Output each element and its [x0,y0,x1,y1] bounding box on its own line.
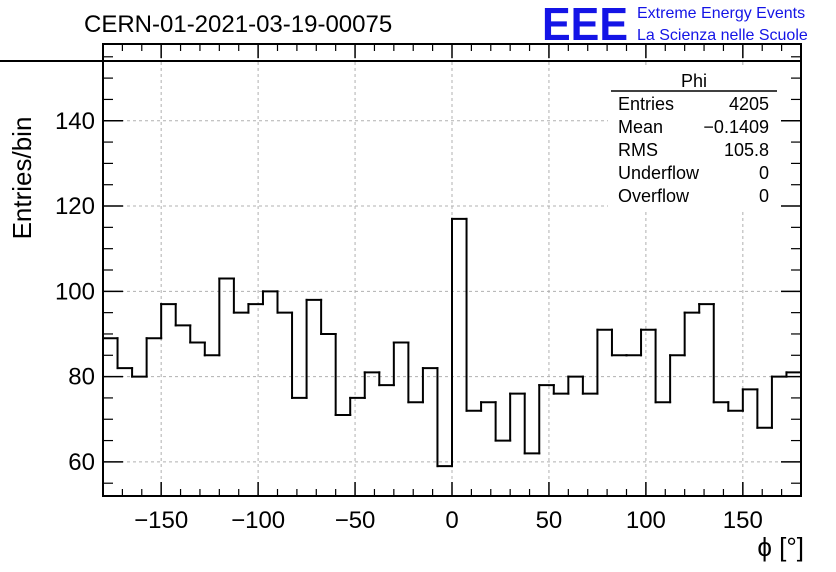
x-tick-label: −100 [231,507,285,534]
stats-underflow-label: Underflow [618,163,700,183]
logo-mark: EEE [542,0,628,50]
y-tick-label: 140 [55,108,95,135]
stats-overflow-value: 0 [759,186,769,206]
eee-logo: EEE Extreme Energy Events La Scienza nel… [542,0,808,50]
statistics-box: Phi Entries 4205 Mean −0.1409 RMS 105.8 … [608,68,780,210]
x-tick-label: −50 [335,507,376,534]
chart-title: CERN-01-2021-03-19-00075 [84,11,392,38]
stats-mean-label: Mean [618,117,663,137]
stats-rms-label: RMS [618,140,658,160]
x-axis-label: ϕ [°] [757,532,804,562]
stats-mean-value: −0.1409 [703,117,769,137]
y-tick-label: 60 [68,449,95,476]
axis-ticks: −150 −100 −50 0 50 100 150 60 80 100 120 140 [55,44,801,534]
logo-line-2: La Scienza nelle Scuole [637,27,808,44]
x-tick-label: −150 [134,507,188,534]
logo-line-1: Extreme Energy Events [637,5,805,22]
x-tick-label: 0 [445,507,458,534]
x-tick-label: 100 [626,507,666,534]
plot-frame [102,43,802,497]
y-tick-label: 100 [55,278,95,305]
y-tick-label: 80 [68,364,95,391]
stats-rms-value: 105.8 [724,140,769,160]
y-axis-label: Entries/bin [7,117,37,240]
stats-underflow-value: 0 [759,163,769,183]
stats-entries-label: Entries [618,94,674,114]
stats-entries-value: 4205 [729,94,769,114]
x-tick-label: 50 [536,507,563,534]
x-tick-label: 150 [723,507,763,534]
stats-overflow-label: Overflow [618,186,690,206]
y-tick-label: 120 [55,193,95,220]
stats-box-title: Phi [681,71,707,91]
